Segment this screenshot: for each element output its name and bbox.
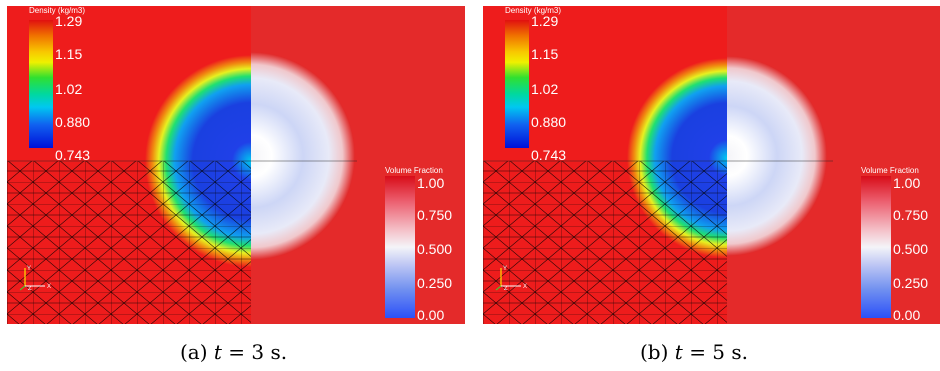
axis-z-label: Z <box>28 286 32 292</box>
density-tick: 0.743 <box>531 147 567 163</box>
vf-tick: 0.500 <box>893 241 929 257</box>
volume-fraction-colorbar <box>385 176 415 318</box>
density-colorbar <box>505 20 529 148</box>
simulation-panel-b: Density (kg/m3) 1.29 1.15 1.02 0.880 0.7… <box>483 6 940 324</box>
vf-tick: 0.00 <box>417 307 445 323</box>
axis-x-label: X <box>47 284 51 290</box>
vf-colorbar-title: Volume Fraction <box>861 166 919 175</box>
density-field-render <box>7 6 465 324</box>
caption-label: (a) <box>180 340 208 364</box>
vf-tick: 1.00 <box>417 175 445 191</box>
vf-tick: 0.750 <box>893 207 929 223</box>
caption-a: (a) t = 3 s. <box>180 340 287 364</box>
density-tick: 0.880 <box>531 114 567 130</box>
vf-tick: 0.00 <box>893 307 921 323</box>
density-tick: 1.02 <box>531 81 559 97</box>
density-tick: 1.29 <box>55 13 83 29</box>
axis-x-label: X <box>523 284 527 290</box>
density-tick: 1.15 <box>55 46 83 62</box>
axes-triad-icon: Y Z X <box>19 266 51 292</box>
vf-tick: 0.250 <box>417 275 453 291</box>
density-tick: 1.02 <box>55 81 83 97</box>
density-colorbar-title: Density (kg/m3) <box>505 6 562 15</box>
caption-variable: t <box>674 340 683 364</box>
density-colorbar-title: Density (kg/m3) <box>29 6 86 15</box>
caption-b: (b) t = 5 s. <box>640 340 748 364</box>
vf-tick: 1.00 <box>893 175 921 191</box>
density-colorbar <box>29 20 53 148</box>
axes-triad-icon: Y Z X <box>495 266 527 292</box>
vf-tick: 0.750 <box>417 207 453 223</box>
density-tick: 1.29 <box>531 13 559 29</box>
density-tick: 0.880 <box>55 114 91 130</box>
vf-colorbar-title: Volume Fraction <box>385 166 443 175</box>
vf-tick: 0.500 <box>417 241 453 257</box>
density-tick: 0.743 <box>55 147 91 163</box>
simulation-panel-a: Density (kg/m3) 1.29 1.15 1.02 0.880 0.7… <box>7 6 465 324</box>
caption-variable: t <box>213 340 222 364</box>
axis-y-label: Y <box>503 266 507 272</box>
axis-z-label: Z <box>504 286 508 292</box>
vf-tick: 0.250 <box>893 275 929 291</box>
axis-y-label: Y <box>27 266 31 272</box>
volume-fraction-colorbar <box>861 176 891 318</box>
density-tick: 1.15 <box>531 46 559 62</box>
density-field-render <box>483 6 940 324</box>
caption-equation: = 3 s. <box>228 340 288 364</box>
caption-label: (b) <box>640 340 669 364</box>
caption-equation: = 5 s. <box>689 340 749 364</box>
